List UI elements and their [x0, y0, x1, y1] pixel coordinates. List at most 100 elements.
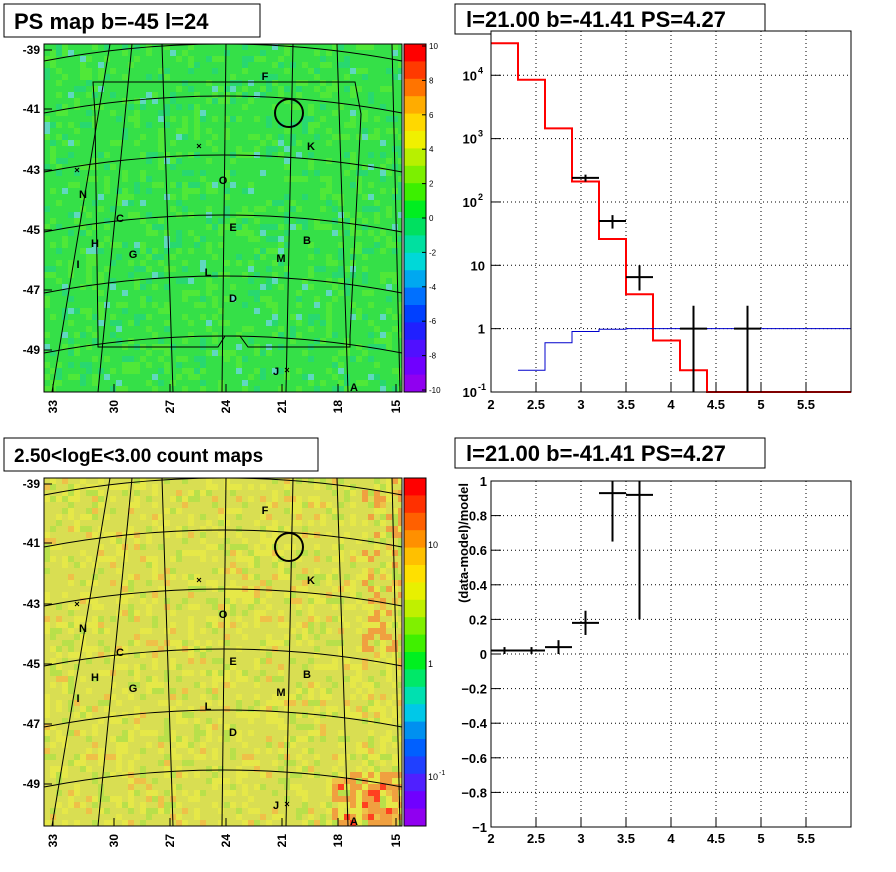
map-pixel [386, 68, 392, 74]
map-pixel [254, 598, 260, 604]
map-pixel [116, 326, 122, 332]
map-pixel [110, 110, 116, 116]
map-pixel [224, 484, 230, 490]
map-pixel [134, 122, 140, 128]
map-pixel [350, 254, 356, 260]
map-pixel [350, 790, 356, 796]
map-pixel [326, 314, 332, 320]
map-pixel [50, 754, 56, 760]
map-pixel [44, 622, 50, 628]
map-pixel [380, 574, 386, 580]
map-pixel [176, 374, 182, 380]
map-pixel [50, 50, 56, 56]
map-pixel [44, 266, 50, 272]
map-pixel [278, 814, 284, 820]
map-pixel [242, 92, 248, 98]
map-pixel [314, 706, 320, 712]
map-pixel [110, 556, 116, 562]
map-pixel [368, 290, 374, 296]
map-pixel [374, 496, 380, 502]
map-pixel [62, 640, 68, 646]
map-pixel [122, 646, 128, 652]
map-pixel [326, 556, 332, 562]
map-pixel [284, 194, 290, 200]
map-pixel [176, 134, 182, 140]
map-pixel [188, 374, 194, 380]
map-pixel [116, 200, 122, 206]
map-pixel [242, 790, 248, 796]
map-pixel [362, 218, 368, 224]
map-pixel [278, 368, 284, 374]
map-pixel [386, 338, 392, 344]
map-pixel [266, 284, 272, 290]
map-pixel [176, 604, 182, 610]
map-pixel [212, 778, 218, 784]
map-pixel [296, 502, 302, 508]
map-pixel [296, 784, 302, 790]
map-pixel [206, 730, 212, 736]
map-pixel [188, 652, 194, 658]
map-pixel [350, 778, 356, 784]
map-pixel [170, 772, 176, 778]
source-cross [284, 367, 290, 373]
map-pixel [200, 380, 206, 386]
map-pixel [344, 604, 350, 610]
map-pixel [386, 778, 392, 784]
map-pixel [278, 610, 284, 616]
map-pixel [398, 176, 402, 182]
map-pixel [122, 580, 128, 586]
map-pixel [296, 766, 302, 772]
map-pixel [266, 820, 272, 826]
map-pixel [356, 778, 362, 784]
map-pixel [170, 242, 176, 248]
map-pixel [212, 98, 218, 104]
map-pixel [176, 640, 182, 646]
map-pixel [224, 116, 230, 122]
map-pixel [380, 496, 386, 502]
map-pixel [140, 556, 146, 562]
map-pixel [188, 706, 194, 712]
map-pixel [206, 320, 212, 326]
map-pixel [86, 646, 92, 652]
map-pixel [158, 526, 164, 532]
map-pixel [332, 194, 338, 200]
map-pixel [176, 646, 182, 652]
map-pixel [254, 152, 260, 158]
map-pixel [284, 742, 290, 748]
map-pixel [332, 230, 338, 236]
map-pixel [86, 580, 92, 586]
map-pixel [332, 808, 338, 814]
map-pixel [194, 374, 200, 380]
map-pixel [146, 350, 152, 356]
map-pixel [278, 766, 284, 772]
map-pixel [176, 356, 182, 362]
map-pixel [218, 520, 224, 526]
map-pixel [350, 562, 356, 568]
map-pixel [368, 134, 374, 140]
map-pixel [188, 68, 194, 74]
map-pixel [68, 374, 74, 380]
map-pixel [332, 386, 338, 392]
map-pixel [398, 580, 402, 586]
map-pixel [182, 128, 188, 134]
map-pixel [368, 320, 374, 326]
map-pixel [68, 526, 74, 532]
map-pixel [188, 514, 194, 520]
parallel-line [43, 43, 403, 62]
map-pixel [92, 200, 98, 206]
map-pixel [326, 176, 332, 182]
map-pixel [68, 212, 74, 218]
map-pixel [134, 754, 140, 760]
map-pixel [320, 628, 326, 634]
map-pixel [386, 622, 392, 628]
map-pixel [116, 550, 122, 556]
map-pixel [92, 796, 98, 802]
colorbar-segment [404, 131, 426, 149]
map-pixel [296, 218, 302, 224]
map-pixel [266, 350, 272, 356]
map-pixel [326, 502, 332, 508]
map-pixel [110, 314, 116, 320]
map-pixel [254, 616, 260, 622]
map-pixel [218, 604, 224, 610]
map-pixel [308, 478, 314, 484]
